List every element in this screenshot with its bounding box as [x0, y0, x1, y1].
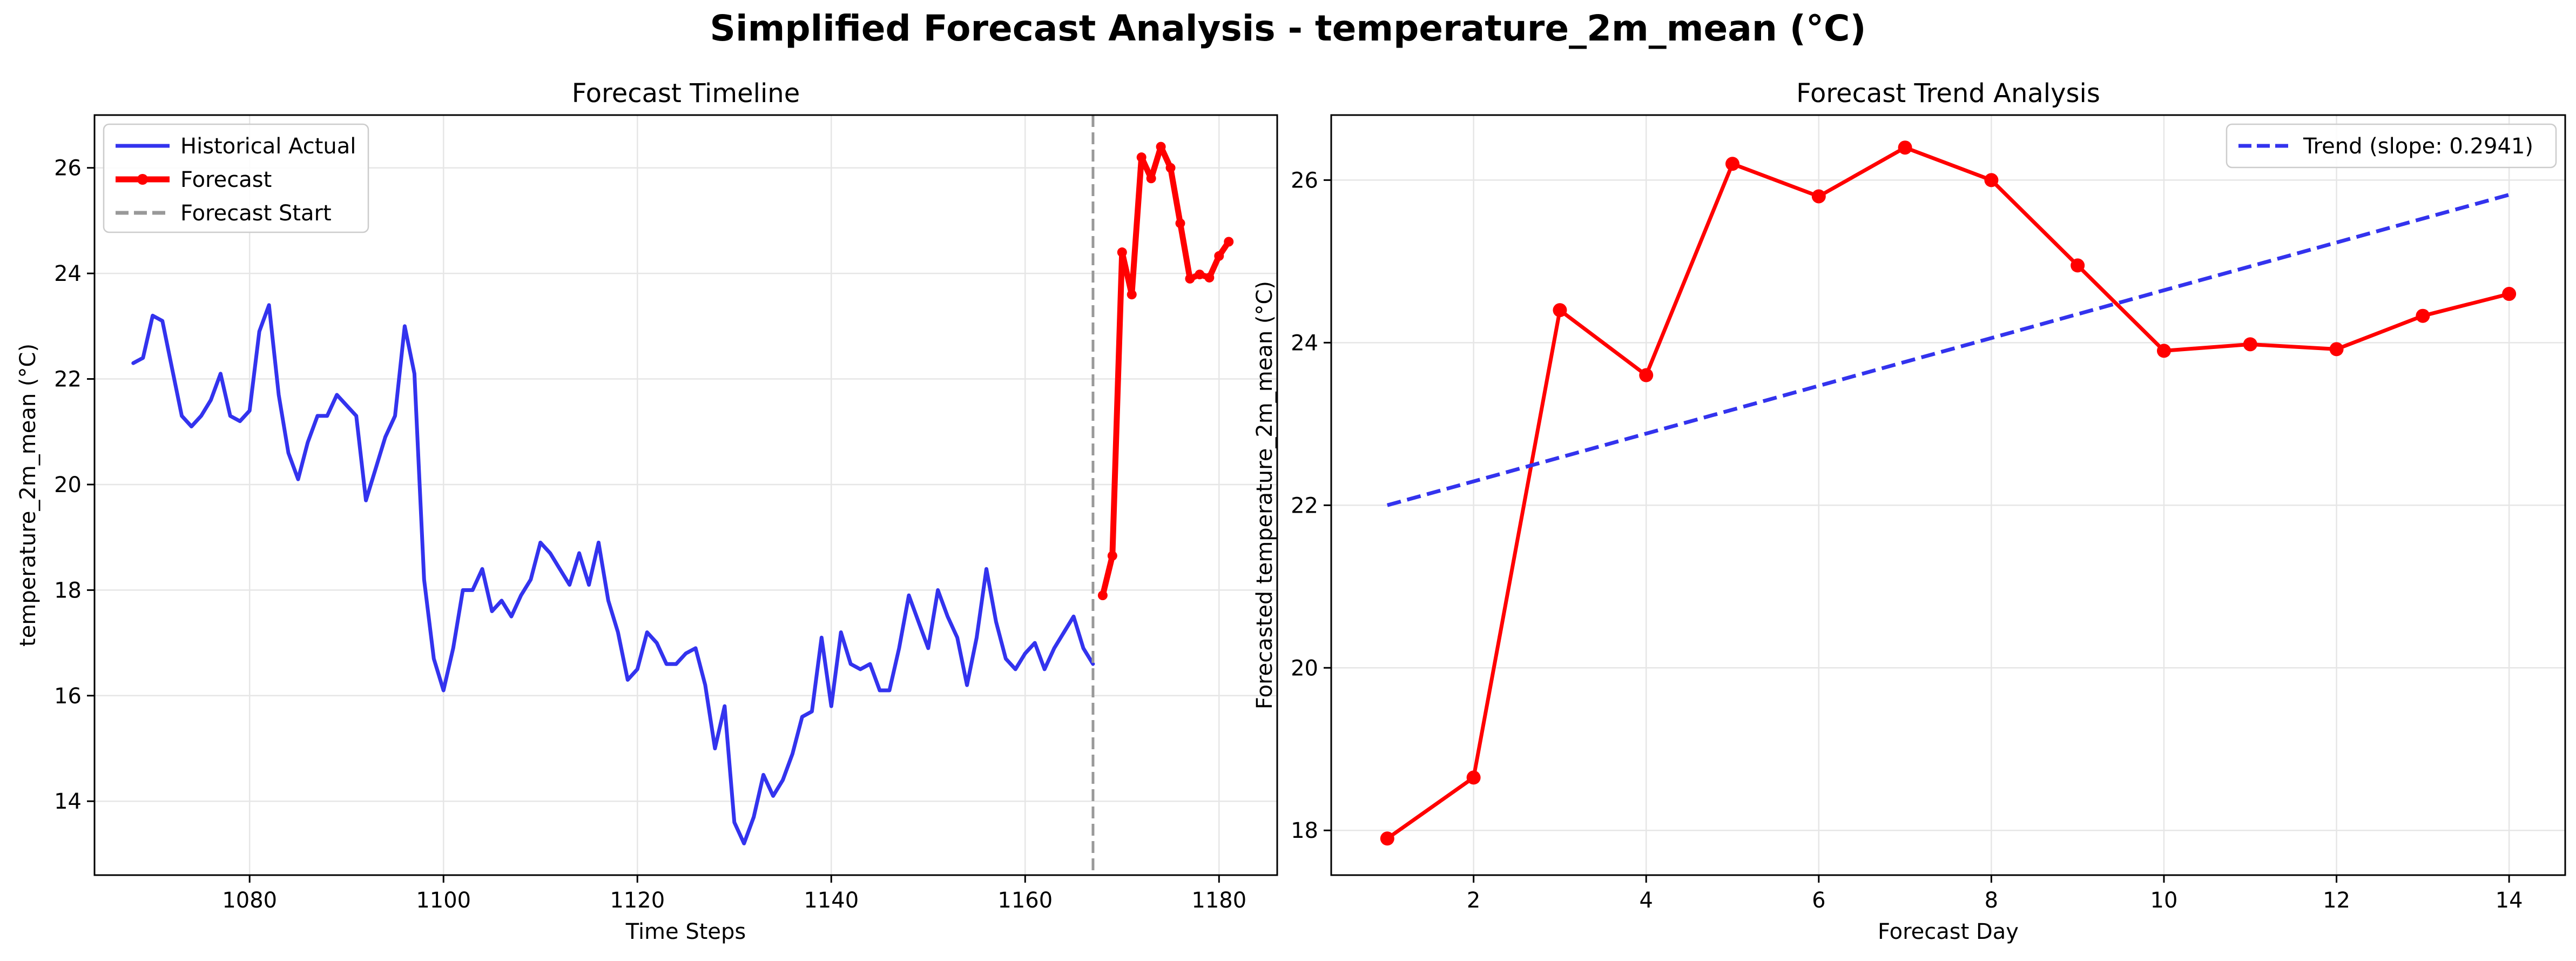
forecast-line	[1385, 145, 2511, 841]
panel-title: Forecast Trend Analysis	[1796, 78, 2100, 109]
x-tick-label: 12	[2323, 888, 2350, 913]
forecast-point	[1466, 770, 1481, 785]
forecast-timeline-panel: 1080 1100 1120 1140 1160 1180 14 16 18 20 22 24 26 Fo…	[16, 78, 1278, 944]
forecast-point	[1811, 189, 1826, 204]
trend-line	[1386, 193, 2510, 507]
forecast-point	[1224, 237, 1234, 247]
forecast-point	[1553, 303, 1567, 318]
forecast-point	[1380, 831, 1394, 846]
forecast-point	[2071, 258, 2085, 273]
y-tick-label: 26	[1291, 168, 1318, 193]
forecast-point	[1204, 272, 1215, 283]
y-tick-label: 18	[54, 578, 82, 603]
legend-marker	[137, 174, 148, 185]
x-tick-label: 1100	[416, 888, 471, 913]
legend-label: Historical Actual	[180, 134, 356, 159]
x-tick-label: 8	[1985, 888, 1998, 913]
forecast-point	[1185, 273, 1195, 284]
x-tick-label: 4	[1640, 888, 1653, 913]
forecast-point	[1639, 368, 1654, 382]
forecast-point	[1898, 140, 1912, 155]
forecast-point	[1725, 157, 1740, 171]
x-tick-label: 14	[2496, 888, 2523, 913]
y-tick-label: 22	[54, 367, 82, 392]
axes-frame	[1330, 114, 2566, 876]
legend-label: Forecast Start	[180, 201, 332, 226]
forecast-point	[1136, 152, 1147, 163]
legend-label: Forecast	[180, 167, 272, 192]
forecast-point	[1146, 173, 1156, 184]
forecast-point	[2156, 344, 2171, 358]
forecast-point	[1175, 218, 1185, 229]
forecast-point	[1165, 163, 1176, 173]
y-tick-label: 14	[54, 789, 82, 814]
y-tick-label: 16	[54, 684, 82, 709]
x-tick-label: 1160	[997, 888, 1053, 913]
x-tick-label: 1140	[804, 888, 859, 913]
x-axis-label: Time Steps	[625, 919, 746, 944]
forecast-point	[2329, 342, 2344, 357]
legend-box	[2226, 123, 2557, 169]
panel-title: Forecast Timeline	[572, 78, 800, 109]
forecast-point	[1195, 270, 1205, 280]
y-tick-label: 20	[54, 473, 82, 498]
x-tick-label: 1180	[1191, 888, 1246, 913]
forecast-point	[1984, 173, 1999, 187]
x-tick-label: 6	[1812, 888, 1825, 913]
figure-title: Simplified Forecast Analysis - temperatu…	[710, 8, 1866, 49]
y-tick-label: 24	[1291, 331, 1318, 355]
x-tick-label: 10	[2150, 888, 2178, 913]
legend-label: Trend (slope: 0.2941)	[2303, 134, 2533, 159]
x-axis-label: Forecast Day	[1878, 919, 2019, 944]
forecast-point	[1117, 247, 1127, 258]
forecast-point	[1127, 290, 1137, 300]
forecast-point	[2502, 287, 2517, 301]
y-tick-label: 26	[54, 156, 82, 181]
x-tick-label: 2	[1467, 888, 1480, 913]
forecast-point	[1156, 142, 1166, 152]
forecast-line	[1100, 144, 1232, 599]
y-axis-label: temperature_2m_mean (°C)	[16, 344, 41, 647]
forecast-point	[2243, 337, 2257, 352]
x-tick-label: 1080	[222, 888, 277, 913]
forecast-point	[2416, 308, 2430, 323]
y-tick-label: 20	[1291, 656, 1318, 681]
axes-frame	[93, 114, 1278, 876]
x-tick-label: 1120	[610, 888, 665, 913]
y-tick-label: 22	[1291, 493, 1318, 518]
y-tick-label: 24	[54, 261, 82, 286]
forecast-point	[1107, 550, 1117, 561]
historical-line	[131, 303, 1095, 845]
legend-box	[103, 123, 369, 233]
y-axis-label: Forecasted temperature_2m_mean (°C)	[1252, 281, 1277, 709]
forecast-point	[1214, 251, 1224, 261]
forecast-point	[1097, 590, 1108, 601]
y-tick-label: 18	[1291, 818, 1318, 843]
